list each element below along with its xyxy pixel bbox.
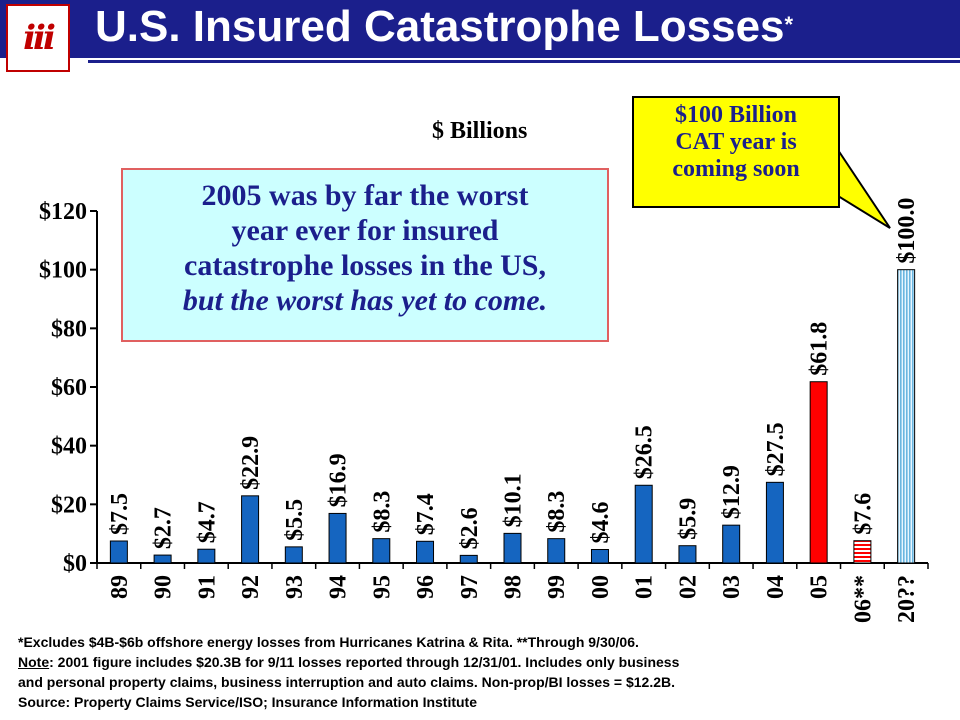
data-label: $10.1 <box>501 473 527 527</box>
y-tick-label: $120 <box>39 199 87 225</box>
callout-line-3: coming soon <box>672 156 800 182</box>
data-label: $27.5 <box>763 422 789 476</box>
data-label: $61.8 <box>807 322 833 376</box>
data-label: $5.9 <box>675 498 701 540</box>
bar <box>372 538 391 564</box>
note-text: : 2001 figure includes $20.3B for 9/11 l… <box>49 654 680 670</box>
annotation-line-1: 2005 was by far the worst <box>201 179 529 212</box>
x-tick-label: 05 <box>807 575 833 599</box>
bar <box>284 546 303 564</box>
callout-line-2: CAT year is <box>675 129 797 155</box>
data-label: $100.0 <box>894 198 920 264</box>
annotation-line-4: but the worst has yet to come. <box>182 284 548 317</box>
bar <box>459 554 478 564</box>
callout-line-1: $100 Billion <box>674 102 798 128</box>
note-label: Note <box>18 654 50 670</box>
bar <box>678 545 697 564</box>
bar <box>853 540 872 564</box>
footnote-line-2: Note: 2001 figure includes $20.3B for 9/… <box>18 652 948 672</box>
x-tick-label: 92 <box>238 575 264 599</box>
y-tick-label: $0 <box>63 551 87 577</box>
bar <box>765 481 784 564</box>
title-underline <box>88 60 960 63</box>
bar <box>634 484 653 564</box>
y-tick-label: $60 <box>51 375 87 401</box>
x-tick-label: 01 <box>632 575 658 599</box>
x-tick-label: 97 <box>457 575 483 599</box>
bar <box>503 532 522 564</box>
data-label: $8.3 <box>544 491 570 533</box>
page-title-text: U.S. Insured Catastrophe Losses <box>95 2 785 51</box>
data-label: $7.5 <box>107 493 133 535</box>
x-tick-label: 04 <box>763 575 789 599</box>
bar <box>590 549 609 564</box>
x-tick-label: 06** <box>850 575 876 623</box>
title-asterisk: * <box>784 12 794 37</box>
data-label: $22.9 <box>238 436 264 490</box>
x-tick-label: 94 <box>326 575 352 599</box>
annotation-line-3: catastrophe losses in the US, <box>184 249 546 282</box>
title-bar <box>0 0 960 58</box>
x-tick-label: 93 <box>282 575 308 599</box>
data-label: $7.4 <box>413 493 439 535</box>
bar <box>197 548 216 564</box>
data-label: $7.6 <box>850 493 876 535</box>
data-label: $5.5 <box>282 499 308 541</box>
bar <box>722 524 741 564</box>
x-tick-label: 02 <box>675 575 701 599</box>
y-tick-label: $80 <box>51 316 87 342</box>
logo-text: iii <box>23 18 56 58</box>
x-tick-label: 91 <box>194 575 220 599</box>
data-label: $16.9 <box>326 453 352 507</box>
x-tick-label: 89 <box>107 575 133 599</box>
data-label: $4.7 <box>194 501 220 543</box>
data-label: $2.7 <box>151 507 177 549</box>
bar-chart: $0 $20 $40 $60 $80 $100 $120 $7.5 89 $2.7 90 $4.7 9… <box>39 198 929 623</box>
data-label: $2.6 <box>457 507 483 549</box>
y-tick-label: $20 <box>51 492 87 518</box>
bar <box>416 540 435 564</box>
bar <box>153 554 172 564</box>
bar <box>328 512 347 564</box>
data-label: $26.5 <box>632 425 658 479</box>
x-tick-label: 96 <box>413 575 439 599</box>
x-tick-label: 98 <box>501 575 527 599</box>
y-tick-label: $40 <box>51 434 87 460</box>
x-tick-label: 03 <box>719 575 745 599</box>
bar <box>809 381 828 564</box>
bar <box>241 495 260 564</box>
unit-label: $ Billions <box>432 118 528 144</box>
footnotes: *Excludes $4B-$6b offshore energy losses… <box>18 632 948 712</box>
bar <box>109 540 128 564</box>
data-label: $12.9 <box>719 465 745 519</box>
annotation-line-2: year ever for insured <box>231 214 499 247</box>
iii-logo: iii <box>6 4 70 72</box>
bar <box>547 538 566 564</box>
footnote-line-1: *Excludes $4B-$6b offshore energy losses… <box>18 634 639 650</box>
x-tick-label: 95 <box>369 575 395 599</box>
page-title: U.S. Insured Catastrophe Losses* <box>95 2 793 52</box>
y-tick-label: $100 <box>39 258 87 284</box>
data-label: $4.6 <box>588 502 614 544</box>
footnote-source: Source: Property Claims Service/ISO; Ins… <box>18 694 478 710</box>
x-tick-label: 99 <box>544 575 570 599</box>
x-tick-label: 00 <box>588 575 614 599</box>
data-label: $8.3 <box>369 491 395 533</box>
footnote-line-3: and personal property claims, business i… <box>18 674 675 690</box>
annotation-box: 2005 was by far the worst year ever for … <box>121 168 609 342</box>
bar <box>897 269 916 564</box>
x-tick-label: 90 <box>151 575 177 599</box>
callout-box: $100 Billion CAT year is coming soon <box>632 96 840 208</box>
x-tick-label: 20?? <box>894 575 920 623</box>
